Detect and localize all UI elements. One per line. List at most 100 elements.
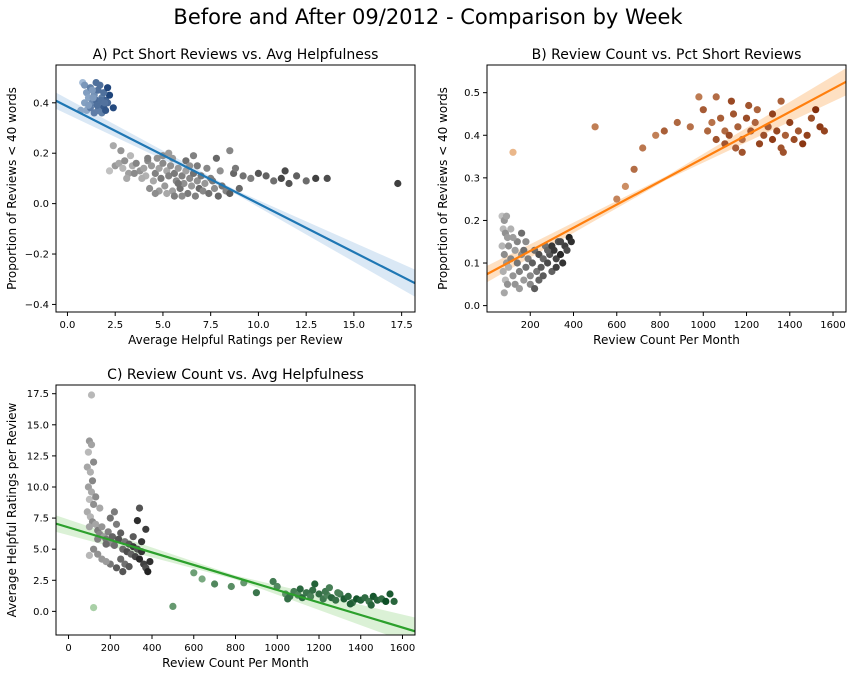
scatter-point — [155, 164, 163, 172]
scatter-point — [81, 81, 89, 89]
scatter-point — [734, 123, 742, 131]
scatter-point — [191, 192, 199, 200]
scatter-point — [513, 259, 521, 267]
y-tick-label: −0.2 — [25, 250, 49, 261]
scatter-point — [526, 272, 534, 280]
scatter-point — [518, 229, 526, 237]
scatter-point — [84, 101, 93, 109]
scatter-point — [178, 192, 186, 200]
scatter-point — [639, 144, 647, 152]
scatter-point — [89, 94, 97, 102]
x-tick-label: 1000 — [265, 643, 290, 654]
scatter-point — [820, 127, 829, 135]
x-tick-label: 2.5 — [107, 320, 123, 331]
scatter-point — [531, 285, 539, 293]
y-tick-label: 10.0 — [27, 482, 49, 493]
scatter-point — [309, 586, 317, 594]
scatter-point — [214, 192, 222, 200]
scatter-point — [712, 93, 720, 101]
scatter-point — [390, 597, 398, 606]
x-tick-label: 1400 — [777, 320, 802, 331]
scatter-point — [755, 140, 764, 148]
scatter-point — [520, 246, 528, 254]
scatter-point — [87, 391, 96, 399]
scatter-point — [312, 174, 320, 182]
x-tick-label: 1000 — [691, 320, 716, 331]
scatter-point — [85, 523, 93, 531]
scatter-point — [129, 533, 137, 541]
scatter-point — [189, 152, 198, 160]
scatter-point — [673, 118, 681, 127]
scatter-point — [503, 280, 512, 288]
scatter-point — [90, 604, 98, 612]
x-tick-label: 600 — [184, 643, 203, 654]
scatter-point — [591, 123, 599, 131]
x-tick-label: 1200 — [734, 320, 759, 331]
scatter-point — [520, 276, 528, 284]
scatter-point — [90, 500, 98, 508]
scatter-point — [144, 568, 152, 576]
scatter-point — [727, 97, 736, 105]
scatter-point — [794, 127, 803, 135]
scatter-point — [509, 233, 517, 242]
scatter-point — [786, 118, 794, 127]
scatter-point — [227, 582, 235, 591]
scatter-point — [144, 154, 152, 162]
x-tick-label: 800 — [650, 320, 669, 331]
scatter-point — [556, 250, 565, 259]
scatter-point — [239, 172, 247, 180]
scatter-point — [742, 114, 751, 122]
scatter-point — [231, 164, 240, 172]
scatter-point — [325, 584, 333, 592]
scatter-point — [269, 577, 277, 586]
panel-c: C) Review Count vs. Avg Helpfulness 0 200 4… — [5, 367, 416, 670]
scatter-point — [193, 177, 201, 185]
scatter-point — [307, 592, 315, 601]
scatter-point — [537, 263, 545, 271]
scatter-point — [567, 238, 575, 246]
scatter-point — [117, 555, 125, 563]
scatter-point — [660, 127, 668, 135]
scatter-point — [87, 488, 96, 496]
scatter-point — [235, 184, 243, 193]
scatter-point — [130, 169, 138, 177]
scatter-point — [174, 179, 182, 188]
x-axis-label: Review Count Per Month — [162, 656, 309, 670]
scatter-point — [182, 157, 190, 165]
scatter-point — [323, 174, 331, 182]
regression-line — [487, 80, 846, 276]
scatter-point — [216, 167, 224, 175]
x-tick-label: 10.0 — [247, 320, 269, 331]
y-tick-label: 0.3 — [464, 173, 480, 184]
scatter-point — [505, 242, 513, 250]
scatter-point — [344, 592, 352, 601]
plot-area — [56, 391, 415, 635]
x-tick-label: 1400 — [348, 643, 373, 654]
scatter-point — [210, 184, 219, 193]
x-tick-label: 400 — [142, 643, 161, 654]
scatter-point — [135, 555, 144, 563]
scatter-point — [539, 272, 547, 280]
scatter-point — [109, 142, 117, 150]
scatter-point — [270, 177, 278, 185]
scatter-point — [199, 187, 207, 195]
scatter-point — [115, 159, 123, 167]
scatter-point — [102, 540, 110, 548]
scatter-point — [382, 597, 390, 606]
y-tick-label: 0.4 — [464, 131, 480, 142]
scatter-point — [87, 441, 96, 449]
scatter-point — [515, 267, 524, 276]
scatter-point — [621, 182, 630, 190]
scatter-point — [165, 172, 173, 180]
scatter-point — [190, 569, 198, 577]
scatter-point — [212, 154, 220, 162]
scatter-point — [93, 101, 101, 109]
scatter-point — [563, 246, 571, 254]
y-tick-label: 5.0 — [33, 545, 49, 556]
scatter-point — [502, 212, 511, 220]
scatter-point — [147, 162, 156, 170]
scatter-point — [552, 263, 560, 271]
scatter-point — [100, 89, 108, 97]
scatter-point — [226, 147, 234, 155]
y-tick-label: 0.0 — [33, 607, 49, 618]
